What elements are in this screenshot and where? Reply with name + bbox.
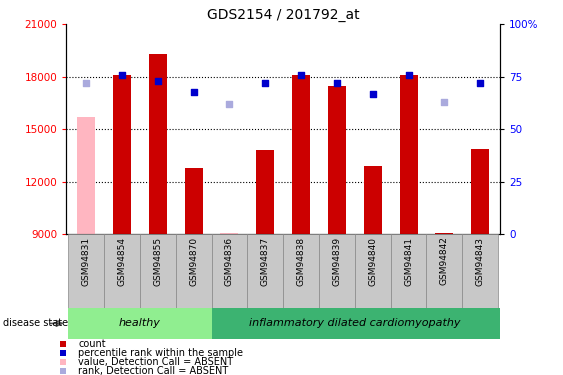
Text: GSM94870: GSM94870: [189, 237, 198, 286]
Bar: [77, 117, 95, 234]
Bar: [185, 168, 203, 234]
Bar: [292, 75, 310, 234]
Bar: [355, 234, 391, 308]
Bar: [221, 232, 238, 234]
Point: [59, 350, 68, 356]
Point: [118, 72, 127, 78]
Point: [368, 91, 377, 97]
Title: GDS2154 / 201792_at: GDS2154 / 201792_at: [207, 8, 360, 22]
Text: GSM94855: GSM94855: [153, 237, 162, 286]
Text: count: count: [78, 339, 106, 349]
Bar: [68, 308, 212, 339]
Point: [59, 358, 68, 364]
Bar: [328, 86, 346, 234]
Bar: [391, 234, 427, 308]
Point: [261, 80, 270, 86]
Bar: [140, 234, 176, 308]
Bar: [283, 234, 319, 308]
Bar: [256, 150, 274, 234]
Bar: [462, 234, 498, 308]
Point: [189, 88, 198, 94]
Bar: [364, 166, 382, 234]
Bar: [471, 148, 489, 234]
Point: [225, 101, 234, 107]
Bar: [247, 234, 283, 308]
Text: GSM94841: GSM94841: [404, 237, 413, 286]
Bar: [435, 232, 453, 234]
Point: [476, 80, 485, 86]
Point: [440, 99, 449, 105]
Text: value, Detection Call = ABSENT: value, Detection Call = ABSENT: [78, 357, 234, 367]
Text: percentile rank within the sample: percentile rank within the sample: [78, 348, 243, 358]
Bar: [104, 234, 140, 308]
Point: [82, 80, 91, 86]
Text: GSM94840: GSM94840: [368, 237, 377, 286]
Text: GSM94831: GSM94831: [82, 237, 91, 286]
Text: inflammatory dilated cardiomyopathy: inflammatory dilated cardiomyopathy: [249, 318, 461, 328]
Bar: [319, 234, 355, 308]
Point: [332, 80, 341, 86]
Point: [59, 368, 68, 374]
Bar: [212, 308, 500, 339]
Text: disease state: disease state: [3, 318, 68, 328]
Bar: [68, 234, 104, 308]
Point: [404, 72, 413, 78]
Text: GSM94836: GSM94836: [225, 237, 234, 286]
Bar: [149, 54, 167, 234]
Text: healthy: healthy: [119, 318, 161, 328]
Bar: [427, 234, 462, 308]
Text: rank, Detection Call = ABSENT: rank, Detection Call = ABSENT: [78, 366, 229, 375]
Point: [297, 72, 306, 78]
Text: GSM94843: GSM94843: [476, 237, 485, 286]
Text: GSM94838: GSM94838: [297, 237, 306, 286]
Text: GSM94842: GSM94842: [440, 237, 449, 285]
Bar: [176, 234, 212, 308]
Text: GSM94837: GSM94837: [261, 237, 270, 286]
Bar: [113, 75, 131, 234]
Text: GSM94839: GSM94839: [332, 237, 341, 286]
Text: GSM94854: GSM94854: [118, 237, 127, 286]
Bar: [212, 234, 247, 308]
Bar: [400, 75, 418, 234]
Point: [59, 341, 68, 347]
Point: [153, 78, 162, 84]
